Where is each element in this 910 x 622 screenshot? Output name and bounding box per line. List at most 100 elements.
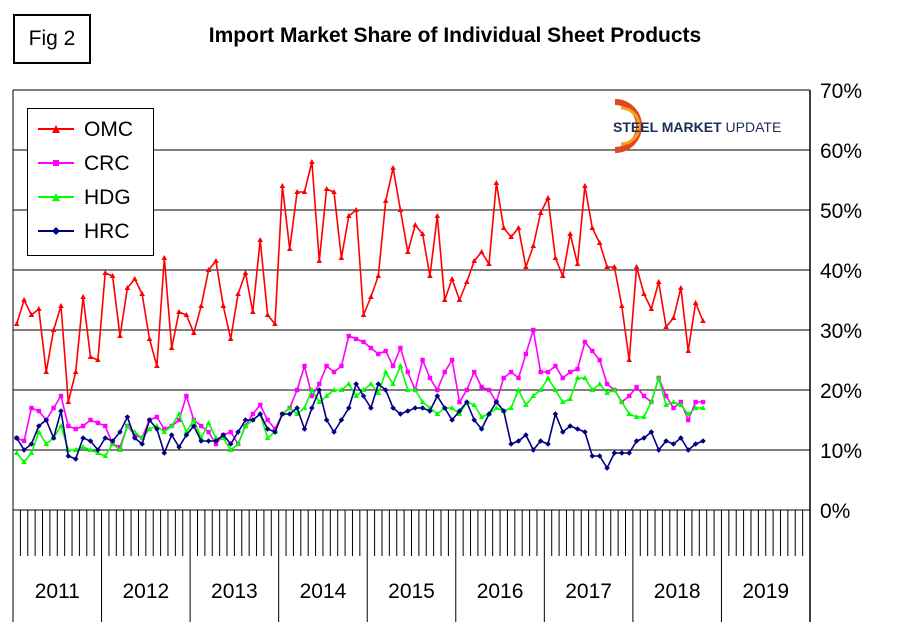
data-point-hdg xyxy=(655,375,662,380)
data-point-omc xyxy=(183,312,190,317)
data-point-hrc xyxy=(242,417,249,423)
data-point-crc xyxy=(634,384,639,390)
data-point-hrc xyxy=(28,441,35,447)
data-point-hdg xyxy=(670,399,677,404)
data-point-hrc xyxy=(626,450,632,456)
data-point-omc xyxy=(508,234,514,239)
data-point-omc xyxy=(670,315,677,320)
steel-market-update-logo: STEEL MARKET UPDATE xyxy=(607,98,781,154)
data-point-hrc xyxy=(670,441,677,447)
data-point-hrc xyxy=(250,417,256,423)
data-point-hrc xyxy=(80,435,86,441)
data-point-hrc xyxy=(205,438,212,444)
data-point-omc xyxy=(161,255,168,260)
data-point-hrc xyxy=(139,441,145,447)
data-point-hrc xyxy=(655,447,662,453)
data-point-crc xyxy=(553,363,558,369)
data-point-hdg xyxy=(242,423,249,428)
data-point-hdg xyxy=(368,381,374,386)
data-point-crc xyxy=(457,399,462,405)
data-point-hdg xyxy=(205,420,212,425)
data-point-omc xyxy=(567,231,573,236)
data-point-hrc xyxy=(641,435,647,441)
data-point-hdg xyxy=(493,405,500,410)
data-point-omc xyxy=(368,294,374,299)
legend-marker-square-icon xyxy=(53,160,59,166)
data-point-hdg xyxy=(648,399,655,404)
data-point-hrc xyxy=(65,453,72,459)
data-point-hrc xyxy=(449,417,455,423)
data-point-hdg xyxy=(176,411,182,416)
chart-title: Import Market Share of Individual Sheet … xyxy=(208,24,702,47)
data-point-omc xyxy=(685,348,692,353)
data-point-crc xyxy=(626,393,632,399)
data-point-omc xyxy=(537,210,544,215)
data-point-hdg xyxy=(301,405,308,410)
legend-item-crc: CRC xyxy=(28,149,153,179)
legend-label-hrc: HRC xyxy=(84,220,130,243)
data-point-crc xyxy=(272,426,278,432)
data-point-crc xyxy=(29,405,34,411)
data-point-hdg xyxy=(390,381,396,386)
data-point-omc xyxy=(419,231,426,236)
legend-marker-triangle-icon xyxy=(52,193,60,201)
data-point-crc xyxy=(516,375,521,381)
data-point-omc xyxy=(176,309,182,314)
data-point-hdg xyxy=(235,441,241,446)
data-point-hrc xyxy=(117,429,123,435)
data-point-crc xyxy=(383,348,388,354)
data-point-omc xyxy=(611,264,618,269)
data-point-omc xyxy=(648,306,655,311)
data-point-hrc xyxy=(213,438,219,444)
data-point-hrc xyxy=(375,381,382,387)
data-point-hdg xyxy=(692,405,699,410)
data-point-omc xyxy=(124,285,131,290)
data-point-crc xyxy=(442,369,447,375)
data-point-omc xyxy=(294,189,300,194)
data-point-hrc xyxy=(390,405,396,411)
data-point-hrc xyxy=(523,432,529,438)
data-point-hrc xyxy=(382,387,389,393)
data-point-hdg xyxy=(478,414,485,419)
data-point-crc xyxy=(545,369,551,375)
legend-item-omc: OMC xyxy=(28,115,153,145)
data-point-hrc xyxy=(530,447,537,453)
data-point-hdg xyxy=(604,390,610,395)
data-point-crc xyxy=(66,423,71,429)
data-point-hrc xyxy=(648,429,655,435)
legend-marker-diamond-icon xyxy=(52,227,60,235)
data-point-crc xyxy=(449,357,455,363)
data-point-omc xyxy=(427,273,433,278)
data-point-crc xyxy=(309,393,315,399)
data-point-hdg xyxy=(619,399,625,404)
data-point-hdg xyxy=(589,387,596,392)
data-point-hdg xyxy=(382,369,389,374)
data-point-crc xyxy=(523,351,529,357)
data-point-hdg xyxy=(36,429,42,434)
data-point-omc xyxy=(523,264,529,269)
y-tick-label: 30% xyxy=(820,320,862,343)
logo-swoosh-icon xyxy=(614,99,642,153)
data-point-crc xyxy=(641,393,647,399)
data-point-crc xyxy=(390,363,396,369)
y-tick-label: 70% xyxy=(820,80,862,103)
data-point-omc xyxy=(80,294,86,299)
data-point-hrc xyxy=(338,417,345,423)
data-point-omc xyxy=(65,399,72,404)
data-point-hdg xyxy=(117,447,123,452)
legend-item-hdg: HDG xyxy=(28,183,153,213)
data-point-hrc xyxy=(500,408,507,414)
data-point-omc xyxy=(663,324,669,329)
data-point-omc xyxy=(279,183,286,188)
data-point-hrc xyxy=(345,405,352,411)
data-point-hrc xyxy=(154,426,160,432)
data-point-hrc xyxy=(294,405,300,411)
data-point-hdg xyxy=(515,387,522,392)
data-point-hrc xyxy=(72,456,79,462)
data-point-hrc xyxy=(368,405,374,411)
data-point-omc xyxy=(235,291,241,296)
data-point-crc xyxy=(398,345,403,351)
data-point-hdg xyxy=(523,402,529,407)
data-point-crc xyxy=(176,417,182,423)
data-point-omc xyxy=(13,321,20,326)
